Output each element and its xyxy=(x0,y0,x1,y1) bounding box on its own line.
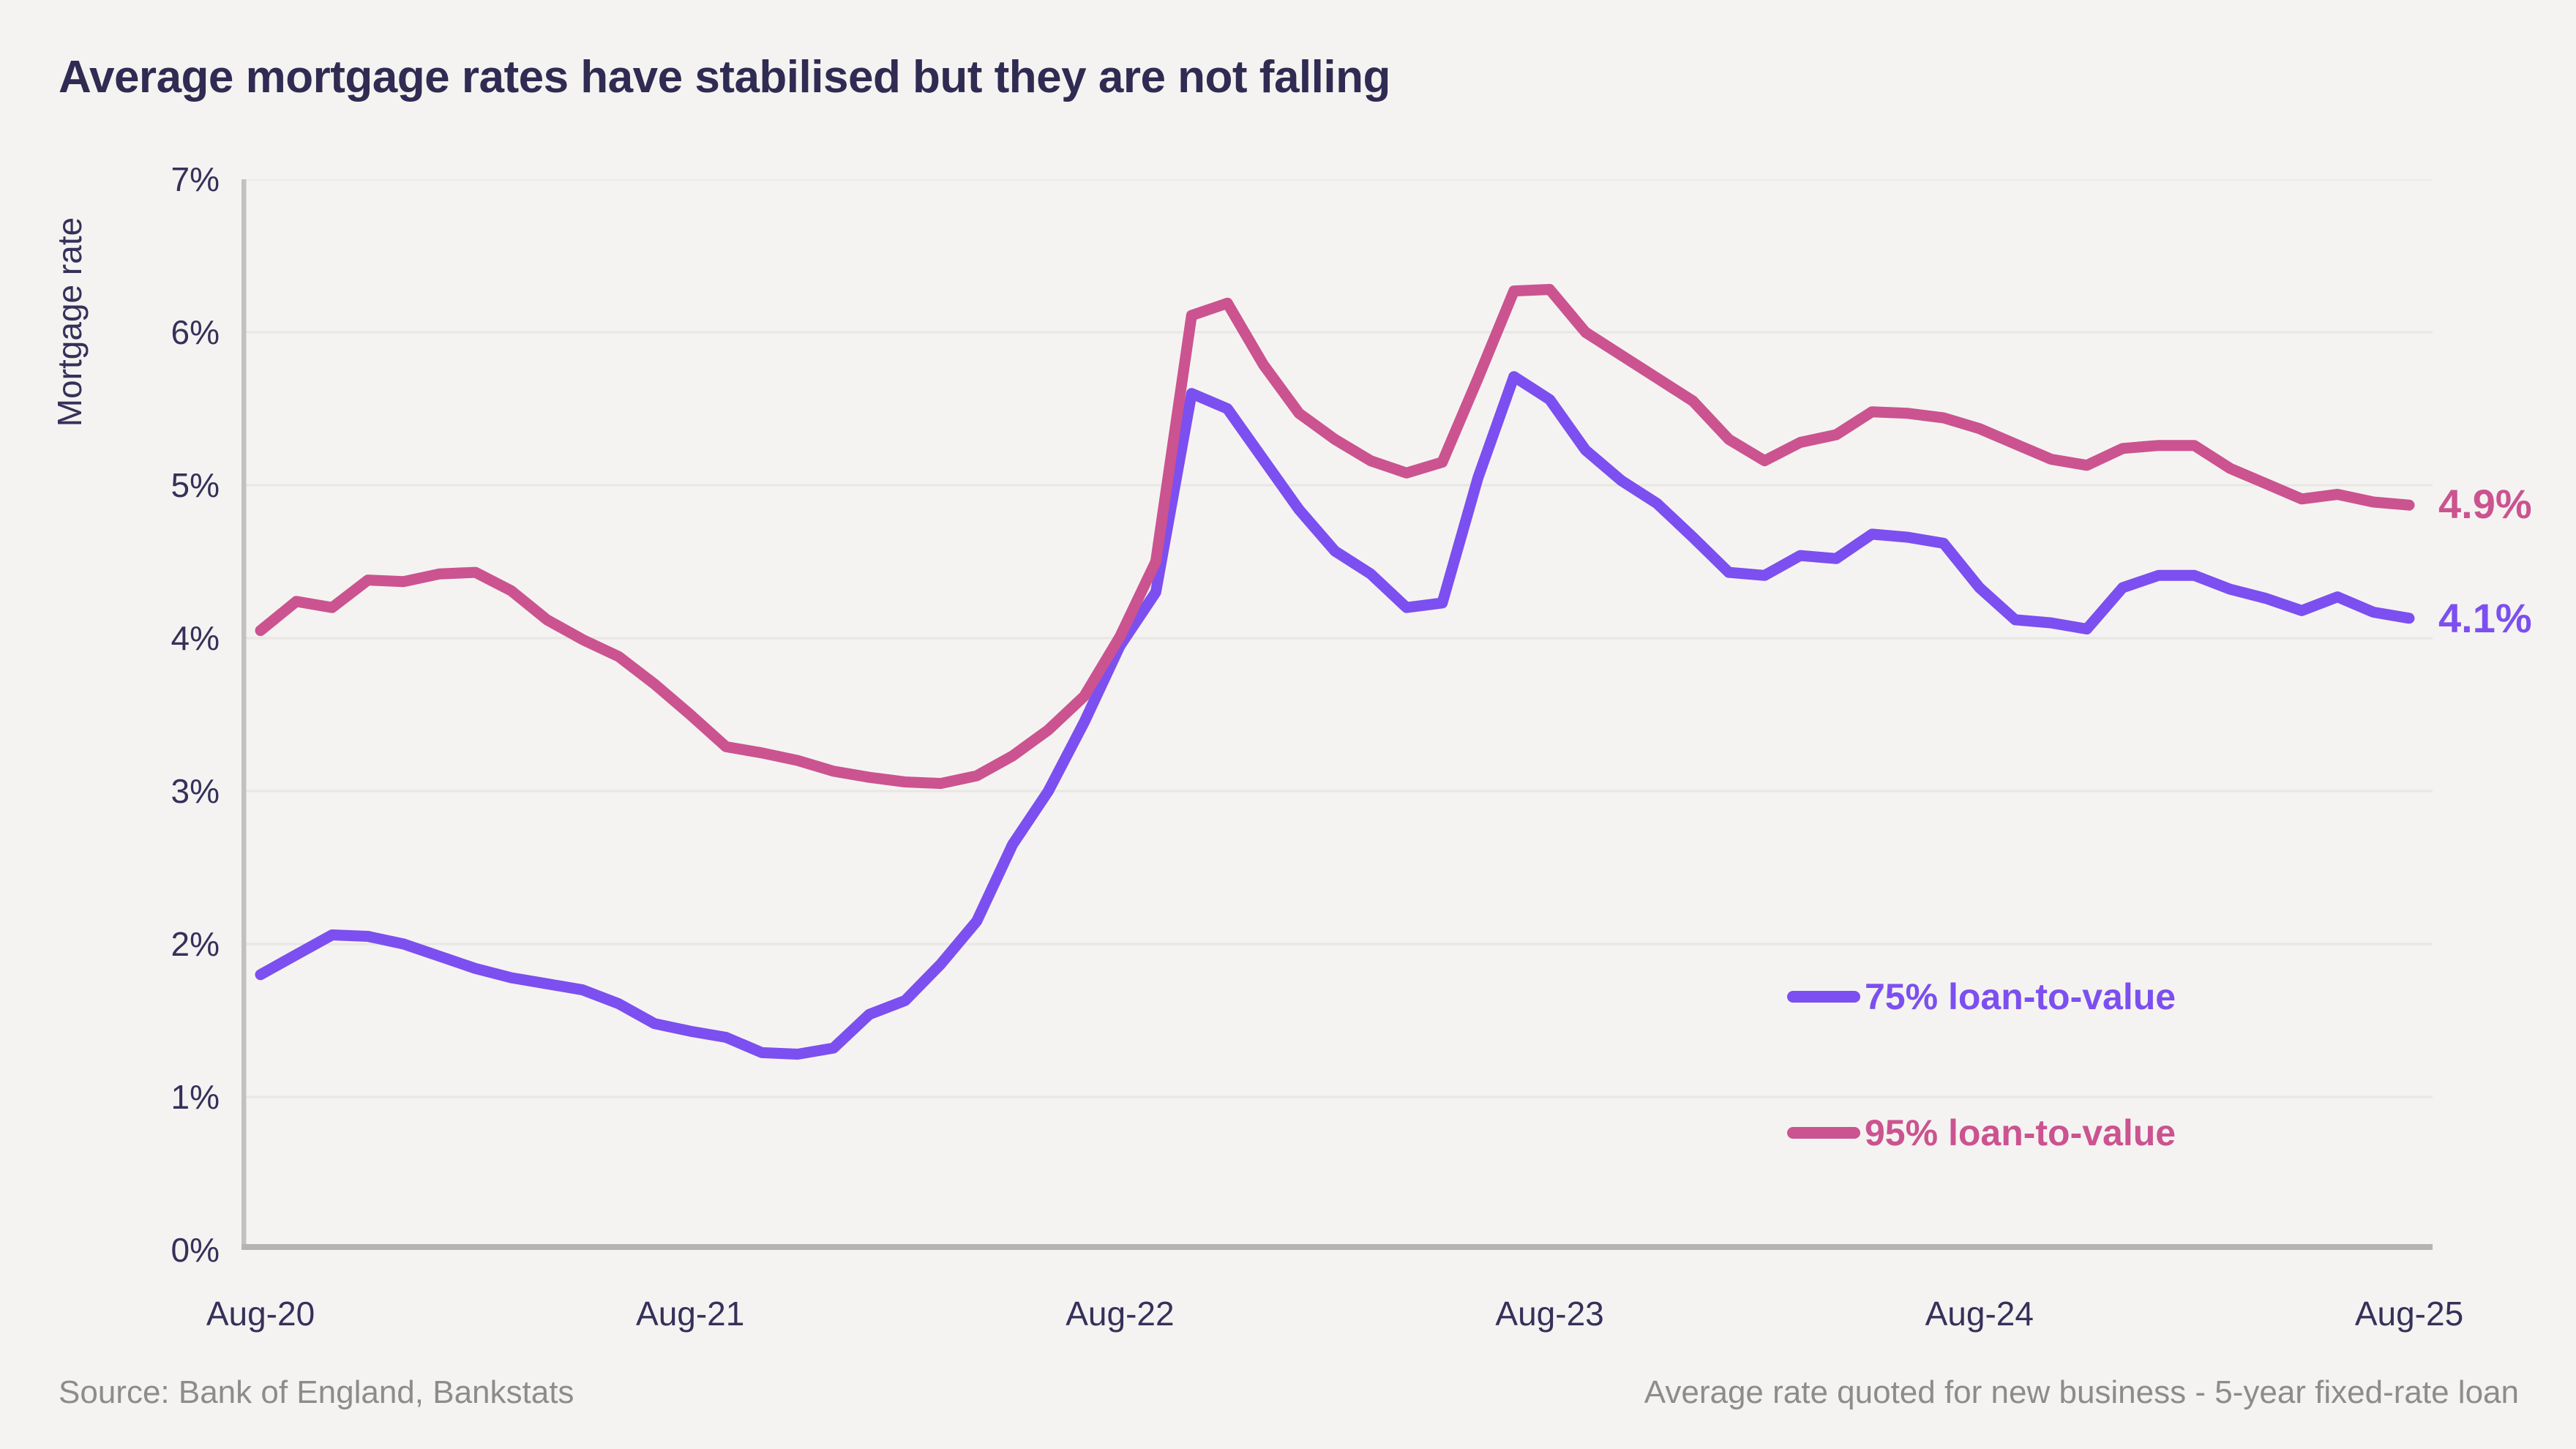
y-tick-label-0pct: 0% xyxy=(171,1231,220,1269)
x-tick-label-aug-22: Aug-22 xyxy=(1066,1295,1175,1333)
end-value-label-75-ltv: 4.1% xyxy=(2438,595,2532,641)
x-tick-label-aug-25: Aug-25 xyxy=(2354,1295,2464,1333)
legend-item-75-ltv: 75% loan-to-value xyxy=(1787,975,2176,1019)
y-tick-label-6pct: 6% xyxy=(171,313,220,351)
y-tick-label-4pct: 4% xyxy=(171,619,220,657)
x-tick-label-aug-24: Aug-24 xyxy=(1925,1295,2034,1333)
y-tick-label-1pct: 1% xyxy=(171,1078,220,1116)
y-tick-label-7pct: 7% xyxy=(171,160,220,198)
y-tick-label-3pct: 3% xyxy=(171,772,220,810)
x-tick-label-aug-21: Aug-21 xyxy=(636,1295,745,1333)
y-tick-label-5pct: 5% xyxy=(171,466,220,504)
legend-label-75-ltv: 75% loan-to-value xyxy=(1865,976,2176,1017)
page-title: Average mortgage rates have stabilised b… xyxy=(59,51,1390,102)
y-tick-label-2pct: 2% xyxy=(171,925,220,963)
x-tick-label-aug-20: Aug-20 xyxy=(206,1295,315,1333)
legend-item-95-ltv: 95% loan-to-value xyxy=(1787,1111,2176,1155)
definition-note: Average rate quoted for new business - 5… xyxy=(1644,1374,2519,1410)
source-note: Source: Bank of England, Bankstats xyxy=(59,1374,574,1410)
x-tick-label-aug-23: Aug-23 xyxy=(1495,1295,1604,1333)
plot-area xyxy=(241,178,2433,1250)
line-series-95-ltv xyxy=(255,284,2415,790)
legend-swatch-75-ltv xyxy=(1787,991,1860,1003)
line-chart-canvas xyxy=(241,178,2433,1250)
legend-swatch-95-ltv xyxy=(1787,1127,1860,1139)
end-value-label-95-ltv: 4.9% xyxy=(2438,481,2532,527)
legend-label-95-ltv: 95% loan-to-value xyxy=(1865,1112,2176,1153)
line-series-75-ltv xyxy=(255,371,2415,1060)
